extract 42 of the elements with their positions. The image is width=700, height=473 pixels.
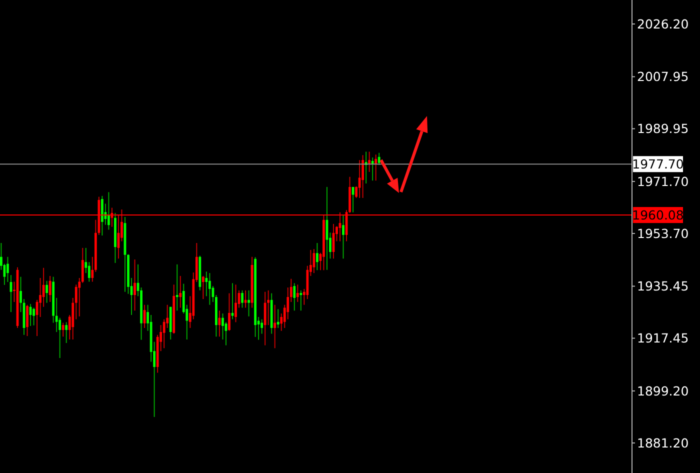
candlestick (100, 195, 104, 236)
y-tick-label: 2026.20 (637, 16, 689, 32)
candlestick (312, 248, 316, 274)
candlestick (248, 290, 250, 317)
candlestick (65, 322, 68, 344)
candlestick (342, 214, 344, 260)
candlestick (26, 304, 28, 337)
candlestick (378, 152, 380, 166)
y-tick-label: 1953.70 (637, 226, 689, 241)
candlestick (276, 308, 280, 328)
candlestick (6, 256, 9, 283)
candlestick (274, 304, 276, 349)
candlestick (296, 284, 299, 302)
candlestick (368, 151, 371, 172)
candlestick (48, 275, 52, 302)
y-tick-label: 1971.70 (637, 174, 689, 189)
candlestick (176, 264, 178, 312)
ref-line-label: 1977.70 (632, 156, 684, 172)
candlestick (234, 284, 237, 323)
candlestick (208, 272, 211, 306)
y-tick-label: 1989.95 (637, 121, 689, 136)
y-tick-label: 1935.45 (637, 278, 689, 294)
y-tick-label: 1899.20 (637, 383, 689, 398)
candlestick (32, 307, 35, 326)
candlestick (264, 291, 266, 346)
candlestick (108, 192, 110, 230)
candlestick (202, 275, 204, 300)
y-tick-label: 1917.45 (637, 330, 689, 346)
candlestick (362, 154, 364, 198)
candlestick (179, 275, 182, 308)
candlestick (46, 280, 48, 304)
candlestick (62, 322, 64, 338)
candlestick (228, 292, 230, 332)
candlestick (300, 290, 302, 312)
candlestick (374, 154, 378, 182)
ref-line-label: 1960.08 (632, 208, 684, 223)
y-tick-label: 2007.95 (637, 69, 689, 84)
candlestick (293, 282, 296, 312)
candlestick (241, 290, 244, 308)
candlestick (134, 258, 136, 312)
candlestick (316, 242, 318, 271)
y-tick-label: 1881.20 (637, 435, 689, 450)
